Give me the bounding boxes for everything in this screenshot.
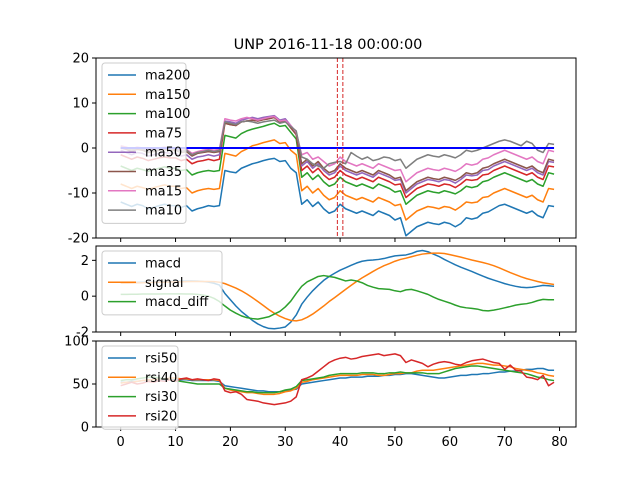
macd-panel: -2 0 2 macd signal macd_diff [76,245,577,341]
macd-panel-frame [95,245,577,333]
y-tick-label: 10 [72,97,89,112]
legend-label-rsi40: rsi40 [145,371,177,386]
chart-title: UNP 2016-11-18 00:00:00 [234,37,423,53]
y-tick-label: 0 [81,290,89,305]
legend-box [101,250,223,316]
x-tick-label: 70 [496,435,513,450]
x-tick-label: 60 [442,435,459,450]
rsi-panel-legend: rsi50 rsi40 rsi30 rsi20 [101,345,179,430]
legend-label-ma200: ma200 [145,69,190,84]
series-line-ma200 [120,157,555,237]
y-tick-label: 50 [72,378,89,393]
legend-label-ma35: ma35 [145,165,182,180]
legend-label-rsi30: rsi30 [145,390,177,405]
legend-label-ma150: ma150 [145,88,190,103]
price-ma-panel-plot-area [120,58,555,238]
series-line-ma150 [120,139,555,221]
x-tick-label: 0 [117,435,125,450]
legend-label-ma75: ma75 [145,126,182,141]
legend-label-macd: macd [145,257,181,272]
x-tick-label: 30 [277,435,294,450]
y-tick-label: 20 [72,52,89,67]
series-line-rsi20 [120,353,555,406]
legend-box [101,62,187,224]
x-tick-label: 40 [332,435,349,450]
y-tick-label: -2 [76,326,89,341]
y-tick-label: 2 [81,254,89,269]
y-tick-label: 0 [81,142,89,157]
y-tick-label: 100 [64,335,89,350]
legend-box [101,345,179,430]
x-tick-label: 50 [387,435,404,450]
legend-label-rsi50: rsi50 [145,352,177,367]
x-tick-label: 10 [167,435,184,450]
price-ma-panel: -20-1001020ma200ma150ma100ma75ma50ma35ma… [68,52,577,247]
chart-panels: -20-1001020ma200ma150ma100ma75ma50ma35ma… [64,52,577,450]
price-ma-panel-legend: ma200 ma150 ma100 ma75 ma50 ma35 ma15 ma10 [101,62,190,224]
legend-label-rsi20: rsi20 [145,409,177,424]
legend-label-ma10: ma10 [145,204,182,219]
rsi-panel-plot-area [120,353,555,406]
series-line-rsi50 [120,367,555,393]
macd-panel-legend: macd signal macd_diff [101,250,223,316]
series-line-rsi30 [120,365,555,394]
legend-label-ma100: ma100 [145,107,190,122]
x-tick-label: 80 [551,435,568,450]
x-tick-label: 20 [222,435,239,450]
legend-label-ma15: ma15 [145,184,182,199]
y-tick-label: 0 [81,421,89,436]
legend-label-macd_diff: macd_diff [145,295,209,310]
legend-label-signal: signal [145,276,183,291]
y-tick-label: -10 [68,187,89,202]
y-tick-label: -20 [68,232,89,247]
legend-label-ma50: ma50 [145,146,182,161]
